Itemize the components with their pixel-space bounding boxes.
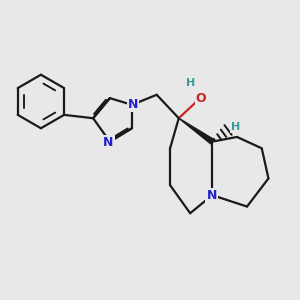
Text: H: H <box>185 78 195 88</box>
Text: O: O <box>196 92 206 105</box>
Text: H: H <box>231 122 240 132</box>
Text: N: N <box>206 189 217 202</box>
Text: N: N <box>103 136 114 149</box>
Text: N: N <box>128 98 139 111</box>
Polygon shape <box>179 118 214 144</box>
